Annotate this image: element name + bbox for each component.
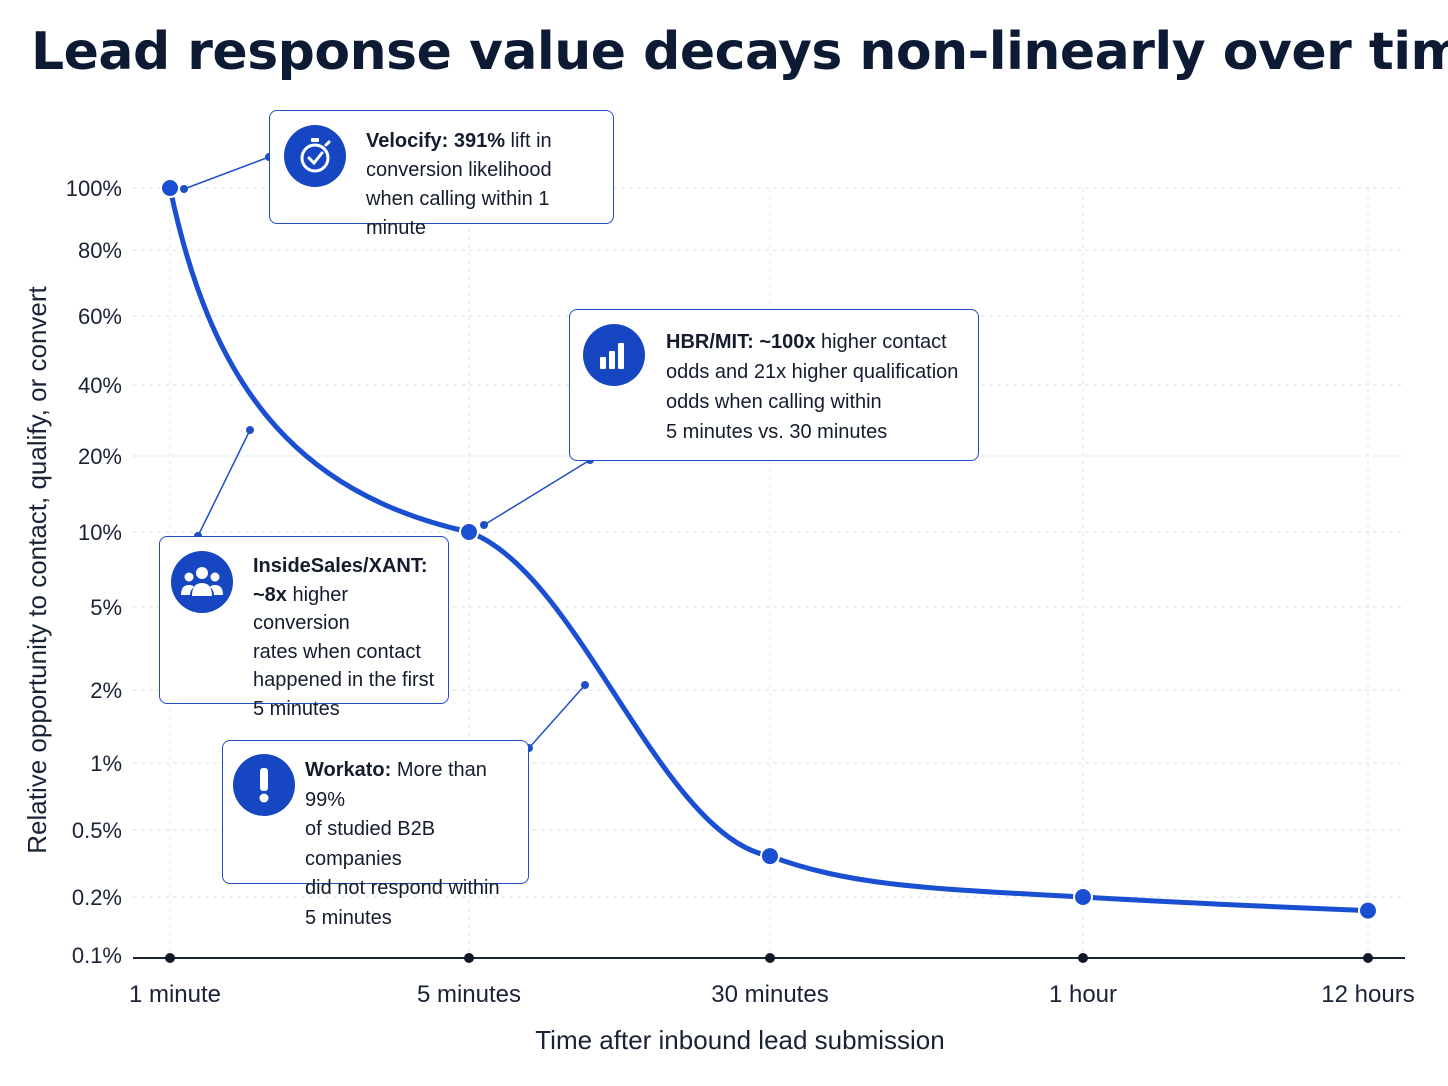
annotation-text: higher conversion	[253, 583, 350, 635]
x-axis-label: Time after inbound lead submission	[535, 1025, 944, 1055]
data-point	[1073, 887, 1093, 907]
annotation-source: Workato:	[305, 759, 392, 781]
y-tick-label: 100%	[66, 176, 122, 201]
x-tick-label: 1 hour	[1049, 981, 1117, 1008]
annotation-text: lift in	[504, 130, 552, 152]
x-tick-mark	[1363, 953, 1373, 963]
y-tick-label: 2%	[90, 678, 122, 703]
annotation-text: did not respond within	[305, 877, 500, 899]
annotation-hbr-mit: HBR/MIT: ~100x higher contact odds and 2…	[569, 309, 979, 461]
x-tick-label: 12 hours	[1321, 981, 1414, 1008]
annotation-text: conversion likelihood	[366, 159, 552, 181]
annotation-workato: Workato: More than 99% of studied B2B co…	[222, 740, 529, 929]
x-tick-label: 1 minute	[129, 981, 221, 1008]
people-icon	[171, 551, 233, 613]
annotation-stat: ~100x	[759, 331, 816, 353]
x-tick-label: 30 minutes	[711, 981, 828, 1008]
y-tick-label: 0.5%	[72, 818, 122, 843]
y-tick-label: 10%	[78, 520, 122, 545]
leader-dot	[180, 185, 188, 193]
x-tick-mark	[1078, 953, 1088, 963]
chart-title: Lead response value decays non-linearly …	[30, 22, 1448, 82]
data-point	[1358, 900, 1378, 921]
annotation-text: when calling within 1 minute	[366, 188, 550, 239]
data-point	[760, 846, 780, 867]
x-tick-mark	[765, 953, 775, 963]
annotation-text: 5 minutes vs. 30 minutes	[666, 421, 888, 443]
annotation-text: odds when calling within	[666, 391, 882, 413]
annotation-insidesales: InsideSales/XANT: ~8x higher conversion …	[159, 536, 449, 720]
leader-line	[183, 156, 270, 190]
x-tick-mark	[464, 953, 474, 963]
y-tick-label: 40%	[78, 373, 122, 398]
y-tick-label: 20%	[78, 444, 122, 469]
y-tick-label: 80%	[78, 238, 122, 263]
y-tick-label: 1%	[90, 751, 122, 776]
leader-dot	[480, 521, 488, 529]
y-tick-label: 60%	[78, 304, 122, 329]
annotation-text: rates when contact	[253, 640, 421, 663]
x-axis	[133, 953, 1405, 963]
annotation-text: higher contact	[815, 331, 947, 353]
y-tick-label: 0.2%	[72, 885, 122, 910]
y-axis-label: Relative opportunity to contact, qualify…	[22, 285, 52, 853]
annotation-text: happened in the first	[253, 669, 435, 691]
annotation-text: More than 99%	[305, 759, 487, 811]
leader-line	[483, 459, 591, 526]
bar-chart-icon	[583, 324, 645, 386]
y-tick-labels: 100% 80% 60% 40% 20% 10% 5% 2% 1% 0.5% 0.2% 0.1%	[66, 176, 122, 968]
alert-icon	[233, 754, 295, 816]
y-tick-label: 5%	[90, 595, 122, 620]
leader-line	[197, 429, 251, 537]
data-point	[459, 522, 479, 542]
x-tick-mark	[165, 953, 175, 963]
annotation-stat: 391%	[453, 130, 505, 152]
data-point	[160, 178, 180, 198]
leader-line	[528, 684, 586, 749]
x-tick-labels: 1 minute 5 minutes 30 minutes 1 hour 12 hour…	[129, 981, 1415, 1008]
x-tick-label: 5 minutes	[417, 981, 521, 1008]
annotation-velocify: Velocify: 391% lift in conversion likeli…	[269, 110, 614, 239]
series-line	[167, 185, 1371, 914]
annotation-text: 5 minutes	[305, 906, 392, 929]
annotation-text: odds and 21x higher qualification	[666, 361, 959, 383]
annotation-text: of studied B2B companies	[305, 818, 436, 870]
annotation-text: 5 minutes	[253, 697, 340, 720]
annotation-source: HBR/MIT:	[666, 331, 754, 353]
leader-dot	[581, 681, 589, 689]
leader-dot	[246, 426, 254, 434]
annotation-source: InsideSales/XANT:	[253, 555, 428, 577]
stopwatch-icon	[284, 125, 346, 187]
annotation-source: Velocify:	[366, 130, 449, 152]
y-tick-label: 0.1%	[72, 943, 122, 968]
annotation-stat: ~8x	[253, 583, 287, 606]
series-points	[160, 178, 1378, 921]
